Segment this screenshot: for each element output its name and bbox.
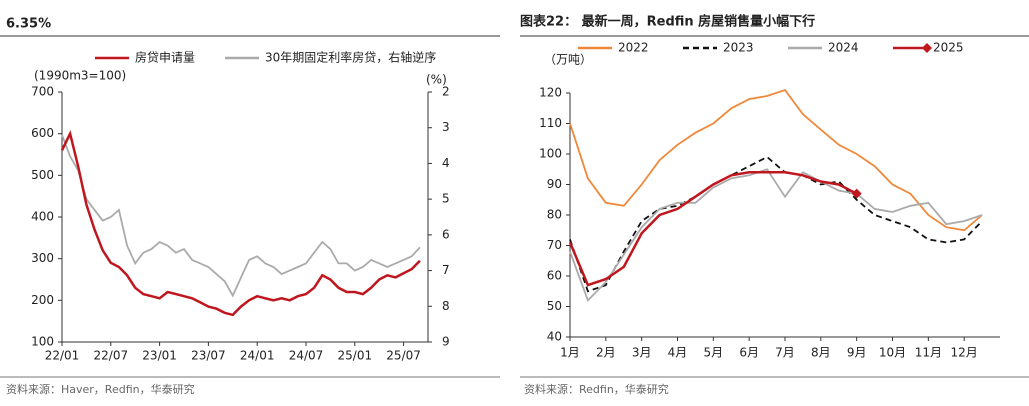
y2-tick-label: 6 — [442, 227, 450, 241]
x-tick-label: 12月 — [951, 346, 978, 360]
x-tick-label: 24/01 — [240, 349, 275, 363]
x-tick-label: 23/01 — [142, 349, 177, 363]
series-line — [569, 88, 983, 232]
series-line — [61, 134, 421, 298]
x-tick-label: 22/01 — [45, 349, 80, 363]
x-tick-label: 7月 — [775, 346, 795, 360]
x-tick-label: 11月 — [915, 346, 942, 360]
y-tick-label: 120 — [539, 86, 562, 100]
x-tick-label: 1月 — [560, 346, 580, 360]
legend-label: 30年期固定利率房贷，右轴逆序 — [265, 50, 436, 65]
source: 资料来源：Redfin，华泰研究 — [524, 382, 669, 396]
x-tick-label: 8月 — [811, 346, 831, 360]
series-line — [568, 171, 858, 287]
y2-tick-label: 2 — [442, 85, 450, 99]
source: 资料来源：Haver，Redfin，华泰研究 — [6, 382, 195, 396]
y2-tick-label: 9 — [442, 335, 450, 349]
x-tick-label: 22/07 — [94, 349, 129, 363]
chart-title: 图表22： 最新一周，Redfin 房屋销售量小幅下行 — [520, 14, 815, 30]
legend-label: 2025 — [933, 41, 964, 55]
x-tick-label: 10月 — [879, 346, 906, 360]
y-tick-label: 80 — [547, 208, 562, 222]
y-tick-label: 50 — [547, 299, 562, 313]
x-tick-label: 9月 — [847, 346, 867, 360]
y-tick-label: 400 — [31, 210, 54, 224]
axis-label: （万吨） — [544, 53, 592, 67]
series-line — [60, 130, 421, 317]
y2-tick-label: 4 — [442, 156, 450, 170]
y-tick-label: 100 — [31, 335, 54, 349]
y-tick-label: 100 — [539, 147, 562, 161]
x-tick-label: 23/07 — [191, 349, 226, 363]
y-tick-label: 700 — [31, 85, 54, 99]
y-tick-label: 90 — [547, 177, 562, 191]
y2-tick-label: 5 — [442, 192, 450, 206]
y2-tick-label: 7 — [442, 263, 450, 277]
x-tick-label: 4月 — [668, 346, 688, 360]
y-tick-label: 60 — [547, 269, 562, 283]
x-tick-label: 2月 — [596, 346, 616, 360]
y-tick-label: 70 — [547, 238, 562, 252]
axis-label: (%) — [426, 73, 447, 87]
x-tick-label: 25/07 — [386, 349, 421, 363]
legend-marker — [922, 43, 932, 53]
axis-label: (1990m3=100) — [34, 69, 126, 83]
y2-tick-label: 3 — [442, 120, 450, 134]
series-line — [569, 168, 983, 303]
x-tick-label: 6月 — [739, 346, 759, 360]
x-tick-label: 5月 — [704, 346, 724, 360]
y-tick-label: 40 — [547, 330, 562, 344]
y2-tick-label: 8 — [442, 299, 450, 313]
y-tick-label: 200 — [31, 293, 54, 307]
x-tick-label: 24/07 — [289, 349, 324, 363]
series-line — [569, 155, 983, 293]
point-marker — [851, 188, 862, 199]
legend-label: 2023 — [723, 41, 754, 55]
y-tick-label: 500 — [31, 168, 54, 182]
legend-label: 2022 — [618, 41, 649, 55]
header-text: 6.35% — [6, 17, 51, 32]
legend-label: 房贷申请量 — [135, 50, 195, 65]
y-tick-label: 300 — [31, 251, 54, 265]
x-tick-label: 3月 — [632, 346, 652, 360]
x-tick-label: 25/01 — [338, 349, 373, 363]
legend-label: 2024 — [828, 41, 859, 55]
y-tick-label: 600 — [31, 126, 54, 140]
y-tick-label: 110 — [539, 116, 562, 130]
